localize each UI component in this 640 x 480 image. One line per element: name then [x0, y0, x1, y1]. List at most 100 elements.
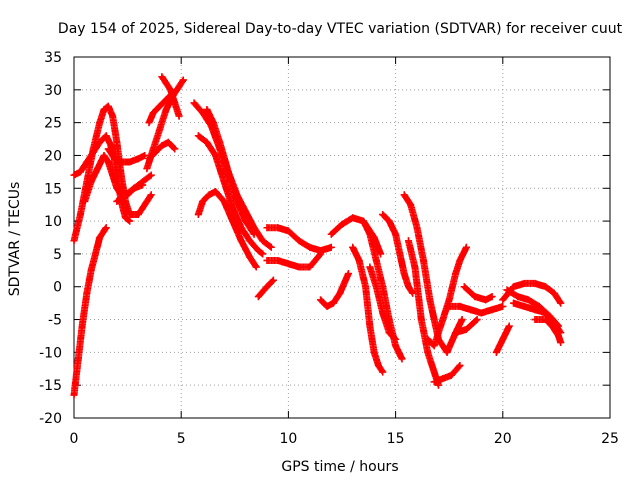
x-tick-label: 5: [177, 431, 186, 447]
data-point: [557, 299, 565, 307]
data-point: [548, 322, 556, 330]
series-track-15: [263, 224, 335, 255]
data-point: [443, 348, 451, 356]
data-point: [104, 158, 112, 166]
data-point: [430, 378, 438, 386]
data-point: [366, 263, 374, 271]
data-point: [452, 270, 460, 278]
data-point: [471, 293, 479, 301]
data-point: [379, 309, 387, 317]
x-axis-label: GPS time / hours: [281, 459, 398, 475]
data-point: [252, 263, 260, 271]
data-point: [194, 132, 202, 140]
data-point: [379, 283, 387, 291]
data-point: [121, 191, 129, 199]
data-point: [156, 102, 164, 110]
data-point: [413, 224, 421, 232]
series-track-35: [492, 322, 513, 356]
data-point: [392, 230, 400, 238]
data-point: [102, 132, 110, 140]
data-point: [242, 207, 250, 215]
data-point: [306, 243, 314, 251]
data-point: [83, 289, 91, 297]
series-track-28: [445, 302, 507, 317]
data-point: [499, 296, 507, 304]
data-point: [385, 329, 393, 337]
data-point: [259, 250, 267, 258]
data-point: [156, 125, 164, 133]
x-tick-label: 10: [279, 431, 297, 447]
series-track-20: [349, 243, 387, 376]
series-track-17: [254, 276, 277, 301]
data-point: [542, 309, 550, 317]
data-point: [111, 155, 119, 163]
series-track-16: [263, 250, 325, 271]
data-point: [467, 306, 475, 314]
series-track-23: [366, 263, 400, 343]
data-point: [404, 283, 412, 291]
data-point: [520, 302, 528, 310]
y-axis-label: SDTVAR / TECUs: [7, 182, 23, 297]
data-point: [259, 237, 267, 245]
data-point: [212, 151, 220, 159]
data-point: [445, 296, 453, 304]
data-point: [392, 335, 400, 343]
data-point: [220, 197, 228, 205]
data-point: [550, 289, 558, 297]
data-point: [254, 293, 262, 301]
y-tick-label: 0: [53, 280, 62, 296]
data-point: [317, 296, 325, 304]
data-point: [130, 184, 138, 192]
data-point: [79, 319, 87, 327]
data-point: [179, 76, 187, 84]
y-tick-label: -5: [48, 313, 62, 329]
data-point: [171, 99, 179, 107]
data-point: [113, 197, 121, 205]
data-point: [113, 184, 121, 192]
y-tick-label: -20: [39, 411, 62, 427]
data-point: [91, 250, 99, 258]
data-point: [134, 155, 142, 163]
data-point: [374, 361, 382, 369]
series-track-27: [430, 361, 464, 386]
data-point: [96, 234, 104, 241]
data-point: [499, 302, 507, 310]
data-point: [503, 286, 511, 294]
data-point: [492, 348, 500, 356]
data-point: [430, 342, 438, 350]
series-track-5: [104, 145, 149, 166]
data-point: [477, 309, 485, 317]
data-point: [83, 158, 91, 166]
data-point: [370, 348, 378, 356]
y-tick-label: -15: [39, 378, 62, 394]
data-point: [81, 197, 89, 205]
data-point: [126, 158, 134, 166]
series-track-9: [145, 138, 179, 163]
data-point: [385, 217, 393, 225]
data-point: [145, 119, 153, 127]
data-point: [269, 276, 277, 284]
x-tick-label: 25: [601, 431, 619, 447]
data-point: [113, 138, 121, 146]
data-point: [392, 342, 400, 350]
data-point: [87, 266, 95, 274]
data-point: [317, 250, 325, 258]
data-marks: [70, 73, 565, 399]
data-point: [70, 171, 78, 179]
data-point: [488, 293, 496, 301]
data-point: [162, 96, 170, 104]
data-point: [87, 178, 95, 186]
series-track-29: [460, 283, 496, 304]
data-point: [212, 188, 220, 196]
series-track-25: [404, 237, 442, 389]
y-tick-label: 35: [44, 50, 62, 66]
data-point: [379, 368, 387, 376]
data-point: [456, 256, 464, 264]
data-point: [338, 220, 346, 228]
series-track-10: [158, 73, 183, 120]
data-point: [89, 148, 97, 156]
series-track-22: [379, 211, 417, 297]
data-point: [104, 145, 112, 153]
